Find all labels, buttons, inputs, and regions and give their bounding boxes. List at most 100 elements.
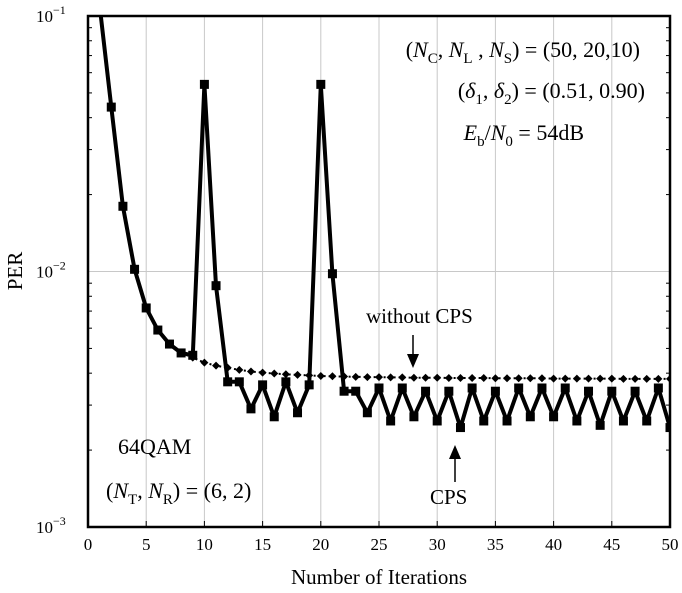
- data-point: [270, 369, 279, 378]
- data-point: [642, 374, 651, 383]
- arrowhead-cps: [449, 445, 461, 459]
- x-tick-label: 15: [254, 535, 271, 554]
- data-point: [607, 386, 617, 396]
- x-tick-labels: 0 5 10 15 20 25 30 35 40 45 50: [84, 535, 679, 554]
- data-point: [607, 374, 616, 383]
- data-point: [281, 370, 290, 379]
- x-tick-label: 40: [545, 535, 562, 554]
- data-point: [188, 350, 198, 360]
- x-tick-label: 25: [371, 535, 388, 554]
- data-point: [584, 374, 593, 383]
- data-point: [433, 373, 442, 382]
- data-point: [444, 373, 453, 382]
- data-point: [409, 412, 419, 422]
- data-point: [631, 374, 640, 383]
- data-point: [665, 423, 670, 433]
- y-tick-labels: 10−1 10−2 10−3: [36, 3, 66, 537]
- data-point: [619, 374, 628, 383]
- label-cps: CPS: [430, 485, 467, 509]
- data-point: [130, 264, 140, 274]
- data-point: [374, 383, 384, 393]
- data-point: [246, 404, 256, 414]
- data-point: [595, 420, 605, 430]
- annotation-params3: Eb/N0 = 54dB: [463, 120, 584, 150]
- data-point: [596, 374, 605, 383]
- x-tick-label: 0: [84, 535, 93, 554]
- data-point: [141, 303, 151, 313]
- data-point: [618, 416, 628, 426]
- data-point: [572, 374, 581, 383]
- data-point: [561, 374, 570, 383]
- data-point: [479, 416, 489, 426]
- x-axis-label: Number of Iterations: [291, 565, 467, 589]
- x-tick-label: 50: [662, 535, 679, 554]
- data-point: [211, 281, 221, 291]
- data-point: [200, 358, 209, 367]
- data-point: [375, 373, 383, 382]
- annotation-params2: (δ1, δ2) = (0.51, 0.90): [458, 78, 645, 108]
- data-point: [455, 423, 465, 433]
- x-tick-label: 35: [487, 535, 504, 554]
- data-point: [199, 79, 209, 89]
- data-point: [96, 1, 104, 9]
- data-point: [363, 373, 372, 382]
- series-line: [98, 16, 670, 430]
- data-point: [432, 416, 442, 426]
- data-point: [386, 373, 395, 382]
- data-point: [258, 368, 267, 377]
- data-point: [351, 386, 361, 396]
- data-point: [421, 386, 431, 396]
- data-point: [106, 102, 116, 112]
- data-point: [176, 348, 186, 358]
- data-point: [164, 339, 174, 349]
- data-point: [95, 1, 104, 10]
- data-point: [234, 377, 244, 387]
- data-point: [572, 416, 582, 426]
- data-point: [549, 374, 558, 383]
- data-point: [467, 383, 477, 393]
- data-point: [490, 386, 500, 396]
- data-point: [456, 373, 465, 382]
- y-tick-label: 10−3: [36, 514, 66, 537]
- data-point: [503, 374, 512, 383]
- annotation-modulation: 64QAM: [118, 434, 191, 459]
- data-point: [479, 373, 488, 382]
- x-tick-label: 30: [429, 535, 446, 554]
- data-point: [316, 79, 326, 89]
- x-tick-label: 10: [196, 535, 213, 554]
- data-point: [386, 416, 396, 426]
- data-point: [537, 374, 546, 383]
- data-point: [630, 386, 640, 396]
- data-point: [351, 372, 360, 381]
- data-point: [235, 365, 244, 374]
- label-without-cps: without CPS: [366, 304, 473, 328]
- data-point: [468, 373, 477, 382]
- data-point: [246, 367, 255, 376]
- data-point: [514, 383, 524, 393]
- y-tick-label: 10−1: [36, 3, 66, 26]
- axis-ticks: [87, 27, 671, 527]
- arrowhead-without-cps: [407, 354, 419, 368]
- data-point: [258, 380, 268, 390]
- data-point: [362, 408, 372, 418]
- data-point: [118, 201, 128, 211]
- data-point: [397, 383, 407, 393]
- data-point: [654, 374, 663, 383]
- data-point: [212, 361, 221, 370]
- data-point: [537, 383, 547, 393]
- data-point: [316, 371, 325, 380]
- y-axis-label: PER: [3, 252, 27, 291]
- data-point: [223, 377, 233, 387]
- data-point: [398, 373, 407, 382]
- data-point: [584, 386, 594, 396]
- series-cps: [95, 1, 670, 433]
- data-point: [514, 374, 523, 383]
- x-tick-label: 5: [142, 535, 151, 554]
- plot-series: [95, 1, 670, 433]
- x-tick-label: 45: [603, 535, 620, 554]
- data-point: [549, 412, 559, 422]
- data-point: [409, 373, 418, 382]
- data-point: [526, 374, 535, 383]
- data-point: [269, 412, 279, 422]
